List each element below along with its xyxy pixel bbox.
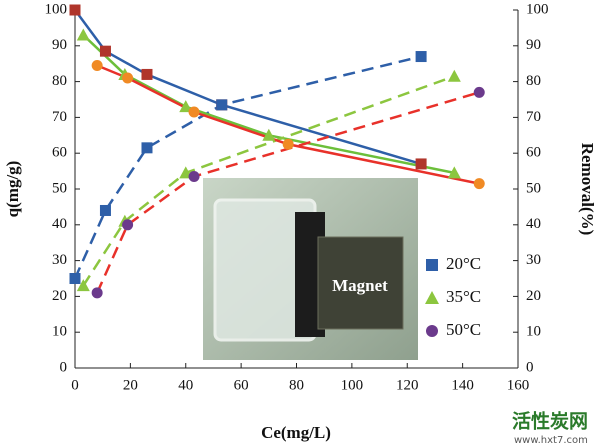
y2-tick-label: 0	[526, 359, 534, 375]
legend-marker	[426, 259, 438, 271]
q-line	[82, 75, 455, 287]
q-line	[96, 91, 480, 294]
x-tick-label: 20	[123, 377, 138, 393]
marker	[122, 219, 134, 231]
marker	[69, 4, 81, 16]
y2-tick-label: 70	[526, 109, 541, 125]
x-tick-label: 100	[341, 377, 364, 393]
y-tick-label: 90	[52, 37, 67, 53]
marker	[188, 170, 200, 182]
q-line	[73, 55, 422, 280]
y2-tick-label: 10	[526, 324, 541, 340]
y2-tick-label: 100	[526, 1, 549, 17]
watermark: 活性炭网	[512, 410, 588, 433]
marker	[141, 68, 153, 80]
legend-label: 50°C	[446, 320, 481, 339]
watermark: www.hxt7.com	[514, 435, 588, 446]
marker	[188, 106, 200, 118]
marker	[473, 86, 485, 98]
marker	[91, 59, 103, 71]
marker	[447, 166, 461, 179]
y-tick-label: 60	[52, 145, 67, 161]
marker	[415, 158, 427, 170]
legend-marker	[426, 325, 438, 337]
x-tick-label: 80	[289, 377, 304, 393]
x-tick-label: 140	[451, 377, 474, 393]
legend-marker	[425, 291, 439, 304]
marker	[76, 28, 90, 41]
y2-tick-label: 30	[526, 252, 541, 268]
legend-label: 35°C	[446, 287, 481, 306]
y-tick-label: 80	[52, 73, 67, 89]
y2-tick-label: 40	[526, 216, 541, 232]
marker	[99, 45, 111, 57]
marker	[179, 100, 193, 113]
removal-line	[73, 9, 422, 166]
marker	[282, 138, 294, 150]
marker	[76, 279, 90, 292]
y-axis-label: q(mg/g)	[3, 161, 22, 218]
y2-tick-label: 90	[526, 37, 541, 53]
x-tick-label: 60	[234, 377, 249, 393]
x-tick-label: 0	[71, 377, 79, 393]
annotation: Magnet	[332, 276, 388, 295]
legend-label: 20°C	[446, 254, 481, 273]
y-tick-label: 50	[52, 180, 67, 196]
marker	[262, 128, 276, 141]
marker	[216, 99, 228, 111]
y2-tick-label: 50	[526, 180, 541, 196]
y-tick-label: 30	[52, 252, 67, 268]
removal-line	[82, 34, 455, 175]
y2-tick-label: 60	[526, 145, 541, 161]
y2-tick-label: 20	[526, 288, 541, 304]
y-tick-label: 70	[52, 109, 67, 125]
y-tick-label: 100	[45, 1, 68, 17]
y-tick-label: 10	[52, 324, 67, 340]
y-tick-label: 0	[60, 359, 68, 375]
marker	[69, 273, 81, 284]
marker	[415, 51, 427, 63]
y-tick-label: 40	[52, 216, 67, 232]
marker	[99, 204, 111, 216]
y-tick-label: 20	[52, 288, 67, 304]
y2-tick-label: 80	[526, 73, 541, 89]
photo-inset	[203, 178, 418, 360]
marker	[91, 287, 103, 299]
x-tick-label: 160	[507, 377, 530, 393]
marker	[141, 142, 153, 154]
marker	[122, 72, 134, 84]
x-tick-label: 120	[396, 377, 419, 393]
y2-axis-label: Removal(%)	[578, 143, 597, 236]
x-tick-label: 40	[178, 377, 193, 393]
marker	[473, 178, 485, 190]
x-axis-label: Ce(mg/L)	[261, 423, 331, 442]
marker	[447, 69, 461, 82]
